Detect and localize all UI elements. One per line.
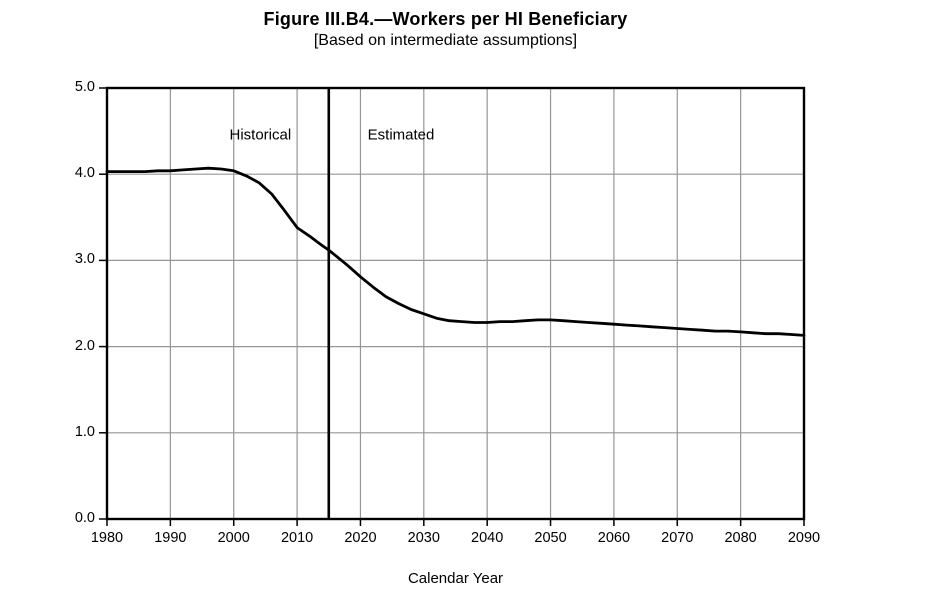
y-tick-label: 3.0 [74, 251, 95, 268]
x-tick-label: 2040 [471, 530, 504, 546]
x-tick-label: 1980 [90, 530, 124, 546]
x-tick-label: 2010 [280, 530, 314, 546]
x-tick-label: 2080 [724, 530, 757, 546]
axis-ticks [99, 87, 805, 526]
x-axis-title: Calendar Year [407, 570, 504, 587]
plot-border [105, 86, 806, 521]
y-tick-label: 0.0 [74, 510, 95, 526]
grid-lines [107, 88, 804, 519]
x-tick-label: 2070 [661, 530, 694, 546]
x-tick-label: 2090 [787, 530, 821, 546]
data-series-line [105, 166, 806, 337]
annotation-historical: Historical [229, 126, 292, 144]
y-tick-label: 2.0 [74, 337, 95, 354]
x-tick-label: 2050 [534, 530, 567, 546]
x-tick-label: 2030 [407, 530, 440, 546]
y-tick-label: 4.0 [74, 165, 95, 182]
y-tick-label: 5.0 [74, 79, 95, 95]
x-tick-label: 2060 [597, 530, 631, 546]
x-tick-label: 2000 [217, 530, 250, 546]
x-tick-label: 1990 [154, 530, 187, 546]
annotation-estimated: Estimated [367, 126, 435, 144]
y-tick-label: 1.0 [74, 423, 95, 440]
x-tick-label: 2020 [344, 530, 377, 546]
figure-title: Figure III.B4.—Workers per HI Beneficiar… [263, 9, 628, 29]
figure-subtitle: [Based on intermediate assumptions] [313, 32, 578, 49]
